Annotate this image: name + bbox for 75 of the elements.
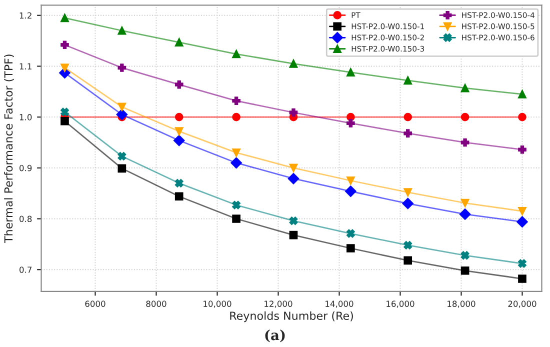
point	[346, 229, 355, 238]
x-tick-label: 12,000	[264, 300, 292, 308]
y-tick-label: 0.8	[20, 216, 32, 222]
x-tick-label: 18,000	[448, 300, 476, 308]
point	[174, 80, 184, 89]
point	[404, 256, 412, 265]
point	[460, 198, 470, 208]
x-tick-label: 16,000	[386, 300, 414, 308]
point	[402, 198, 414, 210]
point	[174, 179, 184, 188]
point	[460, 84, 470, 92]
point	[518, 112, 526, 122]
point	[232, 112, 240, 122]
point	[289, 164, 298, 172]
point	[460, 138, 470, 147]
point	[60, 108, 69, 116]
point	[232, 148, 240, 157]
y-tick-label: 1.2	[20, 12, 32, 19]
point	[518, 206, 526, 216]
point	[232, 50, 240, 58]
point	[174, 127, 184, 136]
point	[232, 96, 240, 105]
point	[118, 164, 126, 173]
point	[404, 241, 412, 250]
x-tick-label: 14,000	[326, 300, 354, 308]
point	[174, 112, 184, 122]
point	[174, 38, 184, 46]
point	[404, 188, 412, 196]
point	[518, 274, 526, 283]
point	[60, 40, 69, 50]
x-tick-label: 10,000	[204, 300, 232, 308]
point	[346, 119, 355, 128]
point	[60, 116, 69, 126]
point	[346, 244, 355, 252]
y-tick-label: 1.0	[20, 114, 32, 120]
point	[174, 134, 185, 146]
point	[118, 64, 126, 72]
point	[289, 230, 298, 240]
point	[60, 64, 69, 72]
point	[230, 157, 242, 168]
point	[460, 112, 470, 122]
point	[404, 129, 412, 138]
point	[288, 172, 300, 184]
point	[346, 68, 355, 76]
point	[118, 102, 126, 112]
point	[289, 60, 298, 68]
point	[518, 259, 526, 268]
point	[289, 108, 298, 117]
y-tick-label: 1.1	[20, 63, 32, 70]
text: (a)	[265, 330, 285, 342]
y-tick-label: 0.7	[20, 266, 32, 273]
x-axis-title: Reynolds Number (Re)	[230, 311, 353, 322]
point	[232, 214, 240, 223]
point	[60, 14, 69, 22]
point	[404, 76, 412, 85]
point	[460, 266, 470, 275]
point	[518, 145, 526, 154]
point	[232, 200, 240, 210]
point	[516, 216, 528, 228]
point	[116, 108, 128, 120]
point	[118, 26, 126, 35]
point	[289, 216, 298, 225]
y-tick-label: 0.9	[20, 164, 32, 172]
point	[404, 112, 412, 122]
y-axis-title: Thermal Performance Factor (TPF)	[4, 54, 14, 244]
point	[346, 176, 355, 185]
x-tick-label: 8000	[146, 300, 166, 307]
point	[518, 90, 526, 98]
point	[460, 251, 470, 260]
point	[459, 208, 471, 220]
point	[118, 152, 126, 160]
x-tick-label: 6000	[85, 300, 106, 307]
point	[345, 186, 356, 197]
x-tick-label: 20,000	[508, 300, 536, 308]
point	[174, 192, 184, 201]
